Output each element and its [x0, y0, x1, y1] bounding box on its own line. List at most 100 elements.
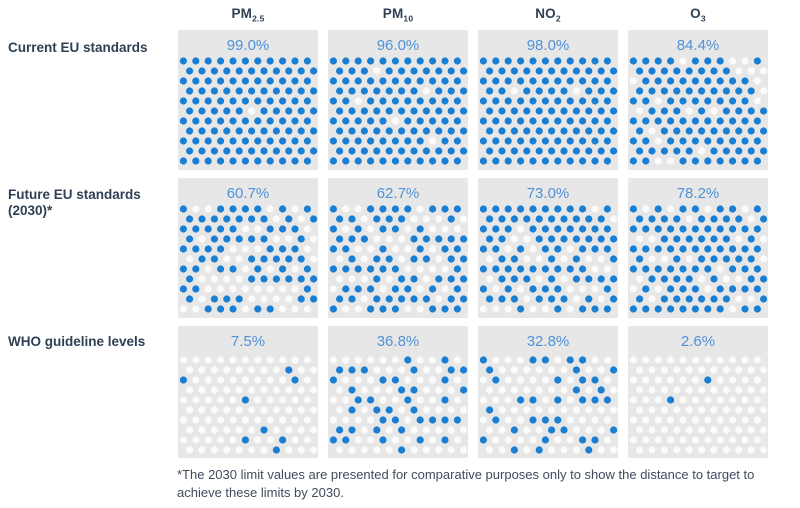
- dot-filled: [716, 77, 724, 85]
- dot-filled: [479, 97, 487, 105]
- dot-empty: [685, 215, 693, 223]
- dot-empty: [248, 295, 256, 303]
- dot-filled: [422, 127, 430, 135]
- dot-filled: [391, 137, 399, 145]
- dot-empty: [679, 436, 687, 444]
- dot-filled: [541, 205, 549, 213]
- dot-filled: [336, 215, 344, 223]
- dot-filled: [285, 255, 293, 263]
- dot-empty: [517, 285, 525, 293]
- dot-empty: [597, 255, 605, 263]
- dot-filled: [329, 225, 337, 233]
- dot-filled: [642, 97, 650, 105]
- dot-filled: [710, 147, 718, 155]
- dot-filled: [429, 416, 437, 424]
- dot-empty: [453, 436, 461, 444]
- dot-filled: [260, 147, 268, 155]
- dot-filled: [385, 215, 393, 223]
- dot-empty: [354, 376, 362, 384]
- dot-empty: [603, 265, 611, 273]
- dot-empty: [760, 406, 768, 414]
- dot-filled: [360, 235, 368, 243]
- dot-empty: [716, 376, 724, 384]
- dot-empty: [517, 436, 525, 444]
- dot-empty: [710, 426, 718, 434]
- dot-empty: [279, 416, 287, 424]
- dot-empty: [429, 137, 437, 145]
- dot-filled: [729, 157, 737, 165]
- dot-filled: [585, 147, 593, 155]
- dot-empty: [722, 426, 730, 434]
- dot-filled: [529, 265, 537, 273]
- row-label-who: WHO guideline levels: [8, 334, 146, 349]
- dot-filled: [747, 107, 755, 115]
- dot-empty: [716, 356, 724, 364]
- dot-filled: [379, 416, 387, 424]
- dot-empty: [391, 356, 399, 364]
- dot-filled: [498, 107, 506, 115]
- dot-filled: [722, 107, 730, 115]
- dot-filled: [504, 225, 512, 233]
- dot-filled: [254, 137, 262, 145]
- row-label-future-eu: Future EU standards (2030)*: [8, 187, 141, 219]
- dot-empty: [198, 386, 206, 394]
- dot-filled: [541, 77, 549, 85]
- dot-filled: [367, 205, 375, 213]
- dot-empty: [291, 436, 299, 444]
- dot-filled: [336, 107, 344, 115]
- dot-filled: [591, 436, 599, 444]
- dot-filled: [492, 205, 500, 213]
- dot-filled: [579, 265, 587, 273]
- dot-empty: [667, 376, 675, 384]
- dot-filled: [266, 305, 274, 313]
- dot-empty: [336, 406, 344, 414]
- dot-empty: [373, 366, 381, 374]
- dot-empty: [248, 406, 256, 414]
- dot-empty: [303, 436, 311, 444]
- dot-empty: [336, 386, 344, 394]
- dot-filled: [479, 436, 487, 444]
- dot-empty: [579, 285, 587, 293]
- dot-empty: [422, 87, 430, 95]
- dot-filled: [254, 265, 262, 273]
- dot-empty: [654, 137, 662, 145]
- dot-filled: [229, 117, 237, 125]
- dot-empty: [223, 446, 231, 454]
- dot-empty: [435, 386, 443, 394]
- dot-empty: [722, 366, 730, 374]
- dot-filled: [416, 436, 424, 444]
- column-header-pm10-base: PM: [382, 6, 404, 21]
- dot-filled: [636, 67, 644, 75]
- dot-filled: [422, 67, 430, 75]
- dot-empty: [685, 426, 693, 434]
- dot-empty: [241, 225, 249, 233]
- dot-filled: [560, 147, 568, 155]
- dot-filled: [729, 137, 737, 145]
- dot-filled: [722, 87, 730, 95]
- dot-empty: [585, 426, 593, 434]
- dot-empty: [492, 396, 500, 404]
- dot-filled: [329, 137, 337, 145]
- dot-filled: [217, 205, 225, 213]
- dot-filled: [554, 416, 562, 424]
- column-header-pm25-base: PM: [231, 6, 253, 21]
- dot-empty: [479, 396, 487, 404]
- dot-filled: [597, 235, 605, 243]
- dot-filled: [492, 57, 500, 65]
- dot-filled: [642, 77, 650, 85]
- dot-empty: [248, 386, 256, 394]
- dot-empty: [685, 366, 693, 374]
- percentage-label: 32.8%: [526, 333, 570, 350]
- dot-filled: [654, 117, 662, 125]
- dot-filled: [479, 265, 487, 273]
- dot-empty: [716, 396, 724, 404]
- dot-empty: [303, 225, 311, 233]
- dot-empty: [642, 436, 650, 444]
- dot-filled: [529, 157, 537, 165]
- dot-empty: [241, 356, 249, 364]
- dot-filled: [554, 137, 562, 145]
- dot-filled: [492, 77, 500, 85]
- column-header-o3-base: O: [690, 6, 701, 21]
- dot-empty: [629, 356, 637, 364]
